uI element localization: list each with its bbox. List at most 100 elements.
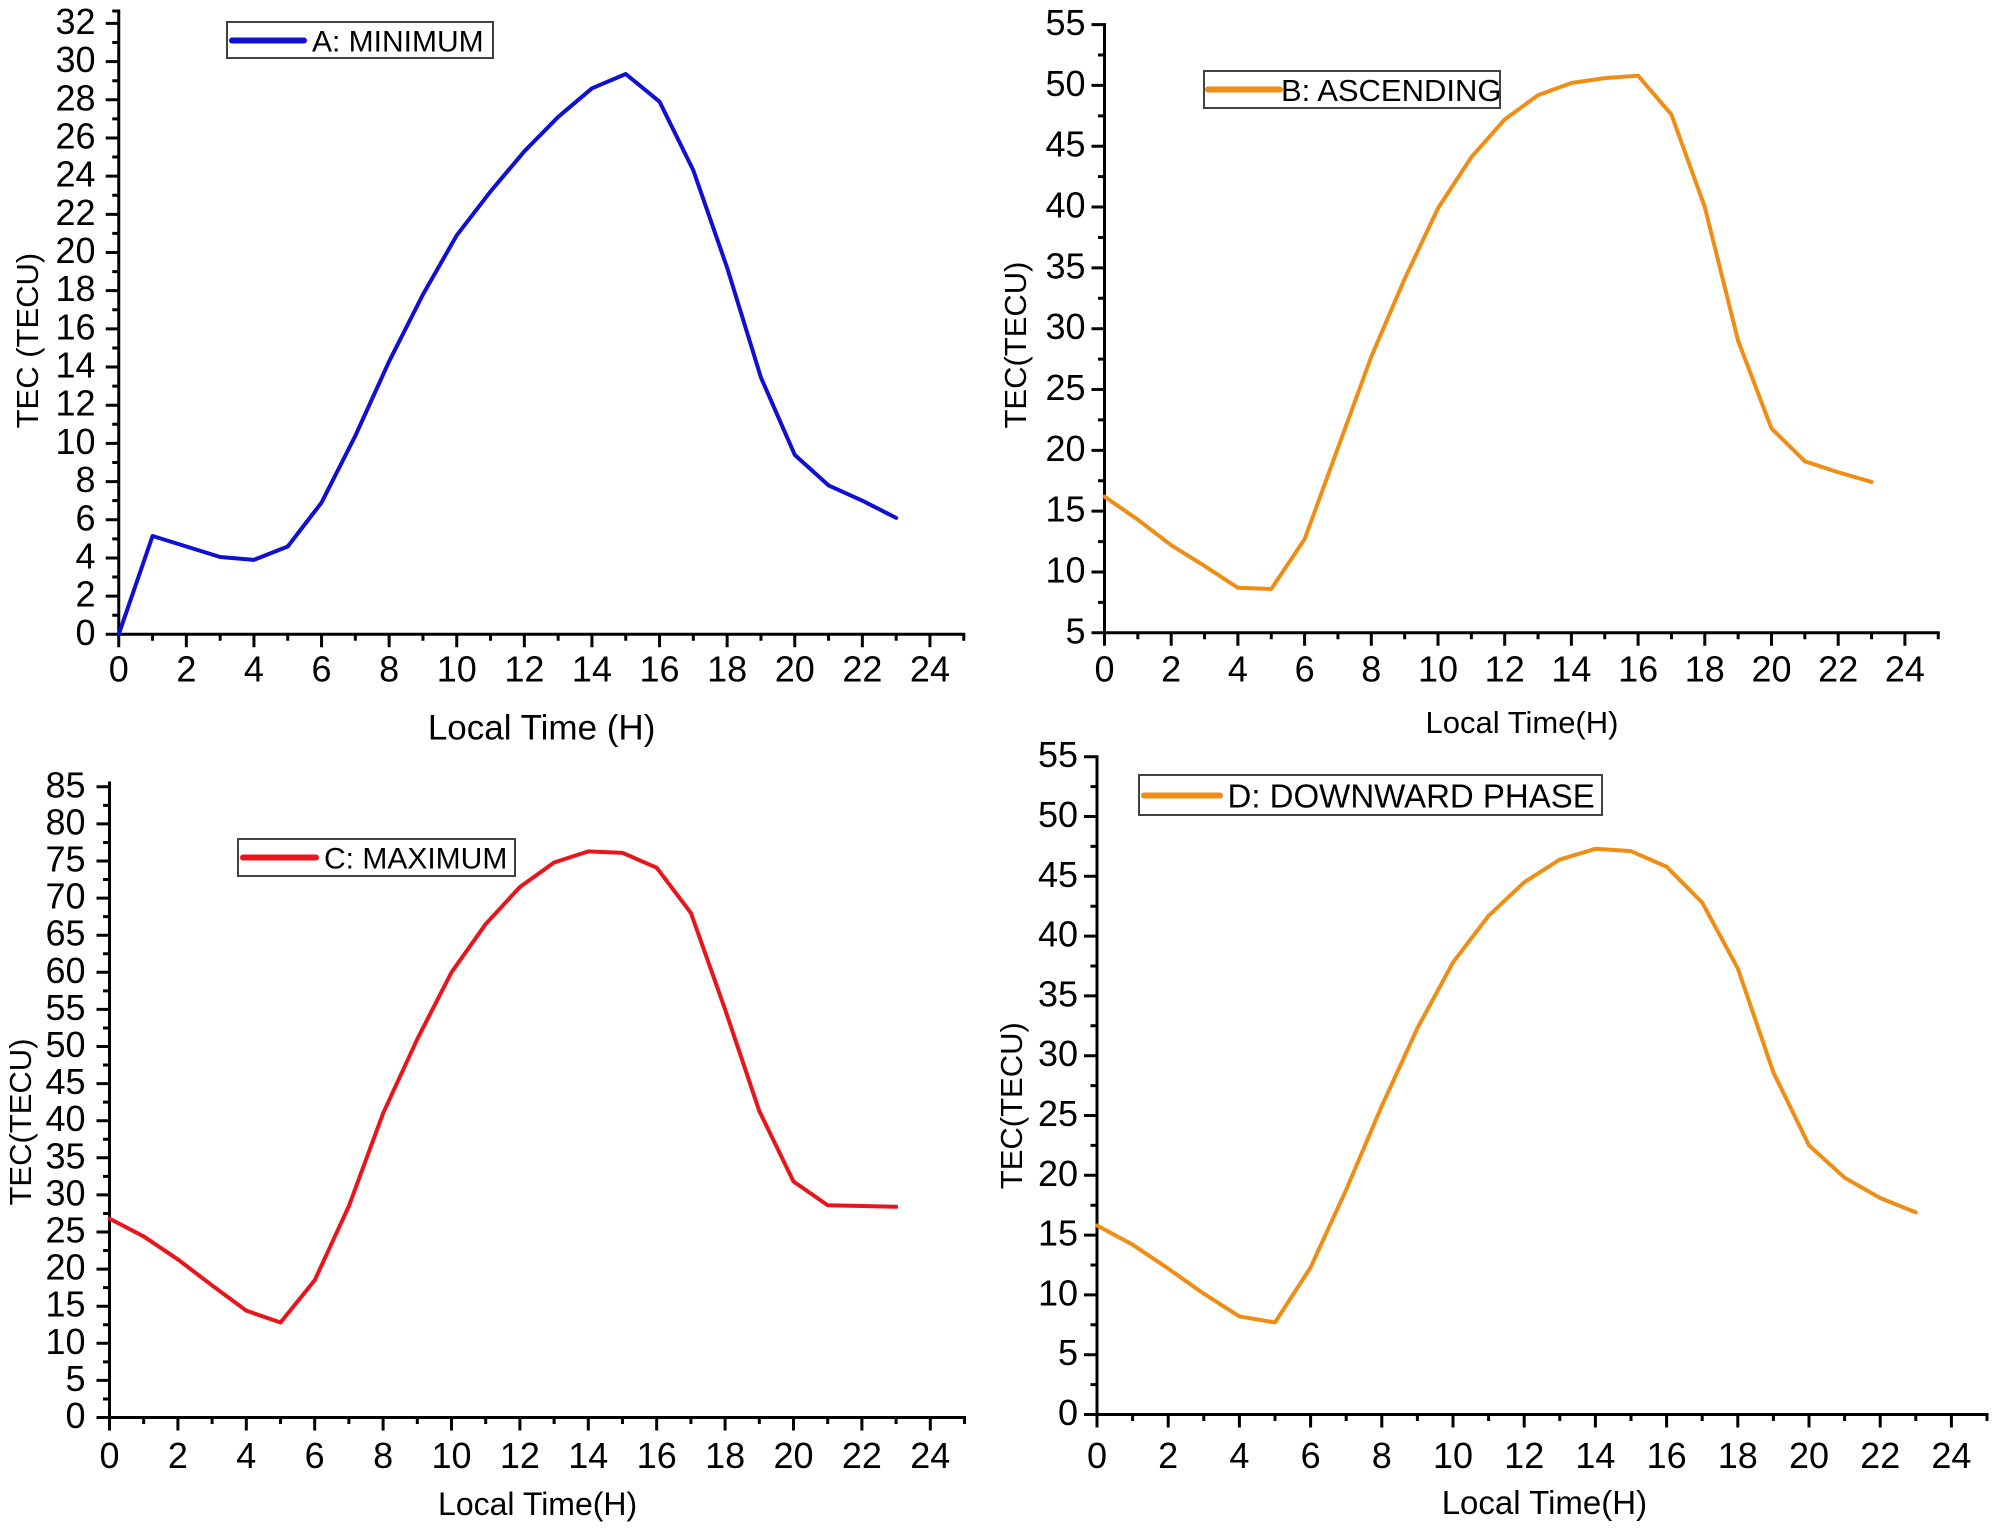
svg-text:20: 20 xyxy=(1751,649,1791,690)
svg-text:Local Time(H): Local Time(H) xyxy=(438,1486,637,1522)
svg-text:2: 2 xyxy=(75,574,95,615)
svg-text:TEC(TECU): TEC(TECU) xyxy=(998,261,1033,428)
svg-text:45: 45 xyxy=(45,1061,85,1102)
svg-text:A: MINIMUM: A: MINIMUM xyxy=(312,25,484,58)
svg-text:5: 5 xyxy=(1065,610,1085,651)
svg-text:22: 22 xyxy=(1860,1435,1900,1476)
svg-text:18: 18 xyxy=(707,649,747,690)
svg-text:65: 65 xyxy=(45,913,85,954)
svg-text:30: 30 xyxy=(55,39,95,80)
svg-text:45: 45 xyxy=(1038,854,1078,895)
svg-text:14: 14 xyxy=(55,345,95,386)
svg-text:0: 0 xyxy=(1087,1435,1107,1476)
svg-text:25: 25 xyxy=(1038,1093,1078,1134)
svg-text:Local Time(H): Local Time(H) xyxy=(1442,1484,1647,1521)
svg-text:25: 25 xyxy=(45,1210,85,1251)
svg-text:22: 22 xyxy=(842,649,882,690)
svg-text:8: 8 xyxy=(373,1435,393,1476)
svg-text:C: MAXIMUM: C: MAXIMUM xyxy=(324,842,507,875)
svg-text:40: 40 xyxy=(1045,185,1085,226)
svg-text:12: 12 xyxy=(500,1435,540,1476)
svg-text:55: 55 xyxy=(45,987,85,1028)
svg-text:50: 50 xyxy=(1045,63,1085,104)
svg-text:45: 45 xyxy=(1045,124,1085,165)
svg-text:2: 2 xyxy=(168,1435,188,1476)
svg-text:10: 10 xyxy=(45,1321,85,1362)
svg-text:30: 30 xyxy=(45,1172,85,1213)
svg-text:TEC (TECU): TEC (TECU) xyxy=(10,253,45,429)
svg-text:15: 15 xyxy=(1038,1213,1078,1254)
svg-text:12: 12 xyxy=(55,383,95,424)
svg-text:24: 24 xyxy=(910,1435,950,1476)
svg-text:18: 18 xyxy=(55,268,95,309)
svg-text:5: 5 xyxy=(65,1358,85,1399)
svg-text:70: 70 xyxy=(45,876,85,917)
svg-text:0: 0 xyxy=(99,1435,119,1476)
svg-text:4: 4 xyxy=(75,535,95,576)
svg-text:25: 25 xyxy=(1045,367,1085,408)
svg-text:26: 26 xyxy=(55,115,95,156)
svg-text:8: 8 xyxy=(75,459,95,500)
svg-text:20: 20 xyxy=(775,649,815,690)
svg-text:16: 16 xyxy=(640,649,680,690)
svg-text:4: 4 xyxy=(244,649,264,690)
svg-text:22: 22 xyxy=(1818,649,1858,690)
svg-text:10: 10 xyxy=(1418,649,1458,690)
svg-text:30: 30 xyxy=(1045,306,1085,347)
svg-text:10: 10 xyxy=(55,421,95,462)
svg-text:6: 6 xyxy=(75,497,95,538)
svg-text:35: 35 xyxy=(1045,245,1085,286)
svg-text:15: 15 xyxy=(45,1284,85,1325)
svg-text:60: 60 xyxy=(45,950,85,991)
svg-text:55: 55 xyxy=(1038,734,1078,775)
svg-text:6: 6 xyxy=(1301,1435,1321,1476)
svg-text:20: 20 xyxy=(773,1435,813,1476)
svg-text:30: 30 xyxy=(1038,1033,1078,1074)
svg-text:18: 18 xyxy=(1718,1435,1758,1476)
svg-text:10: 10 xyxy=(1038,1272,1078,1313)
svg-text:20: 20 xyxy=(55,230,95,271)
svg-text:24: 24 xyxy=(910,649,950,690)
svg-text:2: 2 xyxy=(1158,1435,1178,1476)
svg-text:18: 18 xyxy=(1685,649,1725,690)
svg-text:Local Time(H): Local Time(H) xyxy=(1426,705,1619,740)
svg-text:12: 12 xyxy=(504,649,544,690)
svg-text:32: 32 xyxy=(55,1,95,42)
svg-text:50: 50 xyxy=(45,1024,85,1065)
svg-text:6: 6 xyxy=(1295,649,1315,690)
svg-text:28: 28 xyxy=(55,77,95,118)
svg-text:4: 4 xyxy=(1229,1435,1249,1476)
svg-text:2: 2 xyxy=(1161,649,1181,690)
svg-text:10: 10 xyxy=(1433,1435,1473,1476)
svg-text:0: 0 xyxy=(65,1395,85,1436)
svg-text:14: 14 xyxy=(568,1435,608,1476)
svg-text:12: 12 xyxy=(1485,649,1525,690)
svg-text:0: 0 xyxy=(1094,649,1114,690)
svg-text:16: 16 xyxy=(55,306,95,347)
svg-text:2: 2 xyxy=(176,649,196,690)
svg-text:40: 40 xyxy=(45,1098,85,1139)
svg-text:40: 40 xyxy=(1038,914,1078,955)
svg-text:Local Time (H): Local Time (H) xyxy=(428,709,656,748)
svg-text:18: 18 xyxy=(705,1435,745,1476)
svg-text:6: 6 xyxy=(305,1435,325,1476)
svg-text:0: 0 xyxy=(75,612,95,653)
svg-text:50: 50 xyxy=(1038,794,1078,835)
svg-text:8: 8 xyxy=(1372,1435,1392,1476)
svg-text:D: DOWNWARD PHASE: D: DOWNWARD PHASE xyxy=(1228,778,1595,815)
svg-text:35: 35 xyxy=(1038,973,1078,1014)
svg-text:10: 10 xyxy=(437,649,477,690)
svg-text:4: 4 xyxy=(1228,649,1248,690)
svg-text:55: 55 xyxy=(1045,2,1085,43)
svg-text:24: 24 xyxy=(1931,1435,1971,1476)
svg-text:4: 4 xyxy=(236,1435,256,1476)
svg-text:20: 20 xyxy=(1038,1153,1078,1194)
svg-text:6: 6 xyxy=(312,649,332,690)
svg-text:16: 16 xyxy=(1618,649,1658,690)
svg-text:TEC(TECU): TEC(TECU) xyxy=(994,1022,1029,1189)
svg-text:14: 14 xyxy=(1551,649,1591,690)
svg-text:TEC(TECU): TEC(TECU) xyxy=(3,1038,38,1205)
svg-text:14: 14 xyxy=(572,649,612,690)
svg-text:22: 22 xyxy=(55,192,95,233)
svg-text:80: 80 xyxy=(45,801,85,842)
